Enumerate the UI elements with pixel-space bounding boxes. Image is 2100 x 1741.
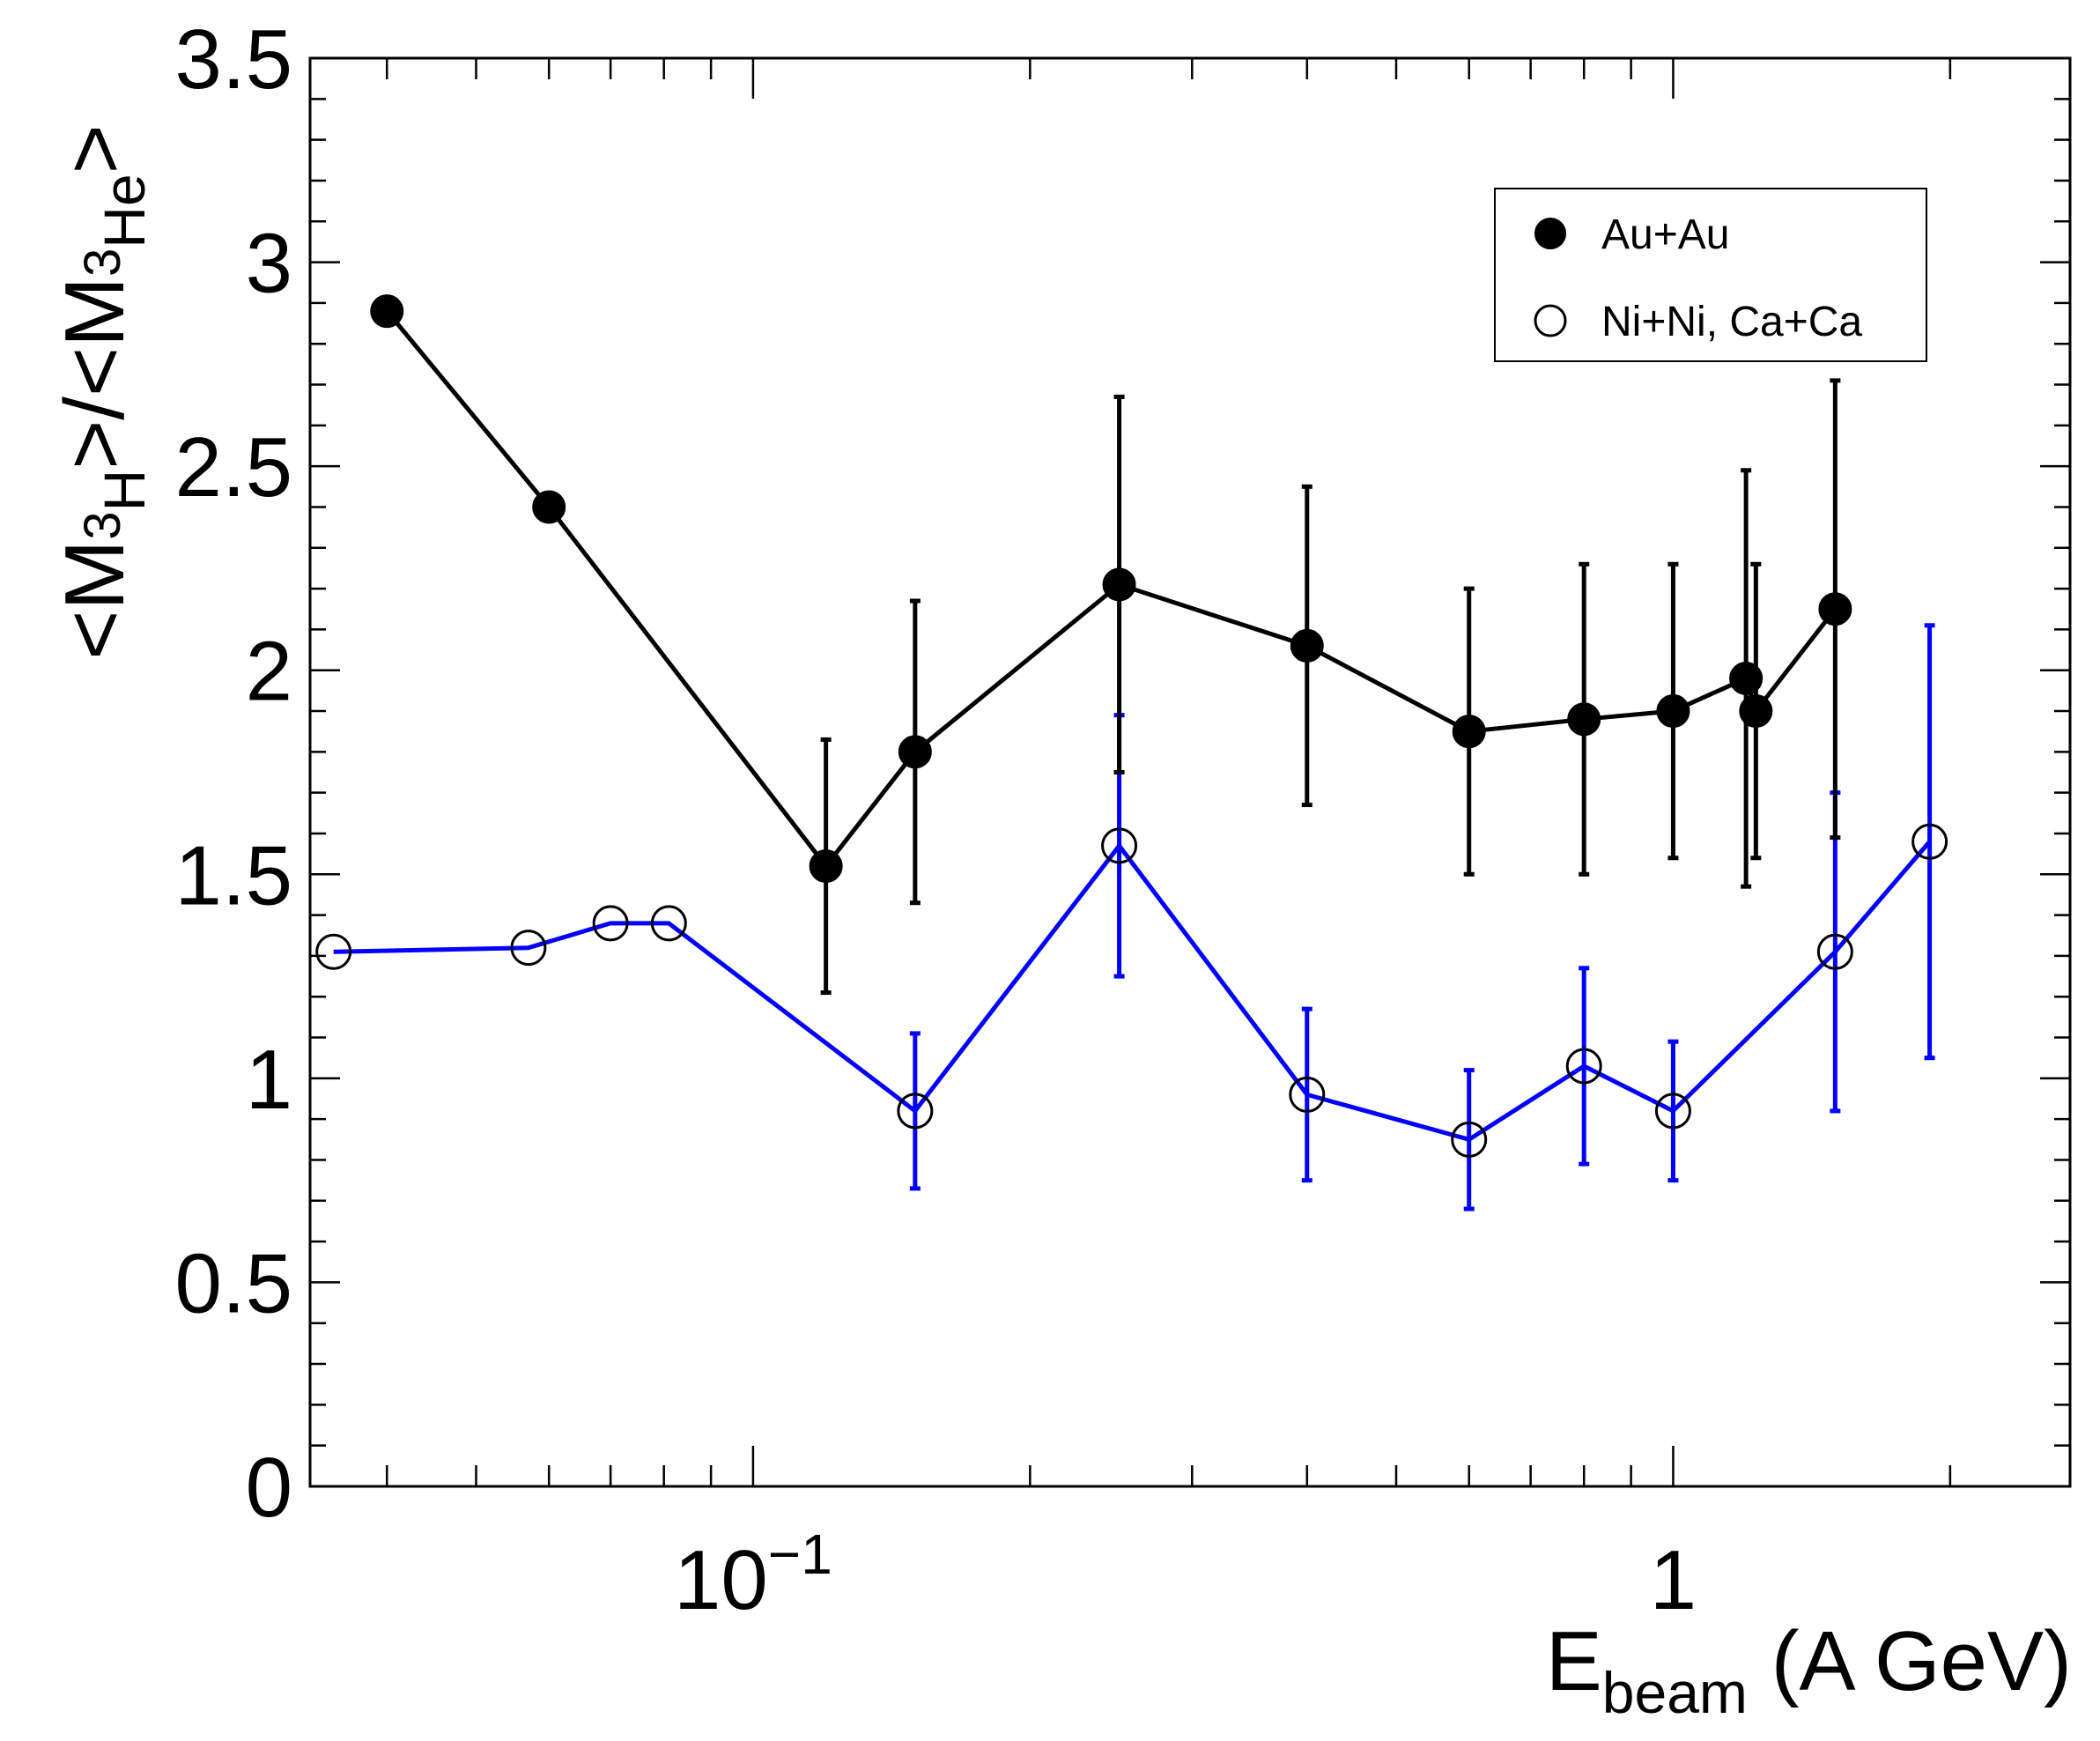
y-tick-label: 0.5 [175,1236,292,1330]
y-axis-title-open: <M [48,540,142,660]
y-tick-label: 3 [246,217,292,311]
x-tick-labels: 10−1 1 [674,1522,1697,1627]
y-tick-label: 2.5 [175,420,292,515]
legend-marker-filled [1534,218,1566,249]
y-tick-label: 2 [246,625,292,719]
data-point-ni-ca [1289,1076,1326,1113]
data-point-au-au [370,294,404,329]
x-axis-title: Ebeam (A GeV) [1546,1614,2072,1725]
data-point-au-au [1818,592,1852,626]
x-axis-title-rest: (A GeV) [1748,1614,2072,1708]
data-point-ni-ca [1911,823,1948,860]
data-point-ni-ca [1565,1048,1602,1085]
x-tick-label-base: 1 [1650,1533,1697,1627]
y-axis-title-sup2: 3 [74,248,131,277]
error-bar [1579,966,1590,1167]
legend-marker-open [1534,304,1567,337]
data-point-au-au [1567,702,1601,737]
plot-frame [308,56,2072,1488]
legend: Au+Au Ni+Ni, Ca+Ca [1494,188,1927,362]
data-point-au-au [1729,661,1764,695]
data-point-ni-ca [1816,933,1853,970]
data-point-au-au [1102,567,1136,602]
x-axis-title-main: E [1546,1614,1602,1708]
data-point-ni-ca [897,1093,934,1130]
error-bar [1667,1039,1679,1183]
y-tick-label: 1 [246,1033,292,1127]
series-line-ni-ca [333,840,1932,1142]
x-tick-label: 1 [1650,1533,1697,1627]
y-axis-title-mid: >/<M [48,277,142,470]
error-bar [1301,1006,1312,1183]
data-point-au-au [532,490,566,524]
x-tick-label: 10−1 [674,1522,832,1627]
data-point-au-au [809,849,843,884]
data-point-ni-ca [1654,1093,1691,1130]
data-point-ni-ca [1101,827,1138,864]
y-axis-title-sup1: 3 [74,511,131,539]
legend-label-ni-ca: Ni+Ni, Ca+Ca [1601,299,1862,345]
data-point-au-au [1290,628,1324,663]
y-tick-labels: 0 0.5 1 1.5 2 2.5 3 3.5 [175,12,292,1535]
y-tick-label: 0 [246,1441,292,1535]
y-axis-title-sub2: He [92,174,157,248]
data-point-ni-ca [1451,1121,1488,1158]
data-point-ni-ca [315,933,352,970]
data-point-au-au [898,735,932,769]
legend-box [1494,188,1927,362]
y-axis-title-close: > [48,124,142,174]
data-point-ni-ca [650,905,687,942]
error-bar [909,1031,921,1191]
data-point-au-au [1739,694,1773,729]
error-bar [1463,1068,1475,1211]
data-markers [315,294,1948,1158]
y-axis-title: <M3H>/<M3He> [48,124,157,659]
x-axis-title-sub: beam [1602,1660,1748,1725]
y-tick-label: 3.5 [175,12,292,107]
data-point-ni-ca [510,930,547,967]
data-point-ni-ca [592,905,629,942]
x-tick-label-base: 10 [674,1533,768,1627]
legend-label-au-au: Au+Au [1601,211,1729,258]
y-tick-label: 1.5 [175,828,292,922]
x-tick-label-exponent: −1 [768,1522,832,1586]
data-point-au-au [1656,694,1690,729]
error-bar [1924,623,1935,1061]
data-point-au-au [1452,715,1486,749]
y-axis-title-sub1: H [92,470,157,512]
